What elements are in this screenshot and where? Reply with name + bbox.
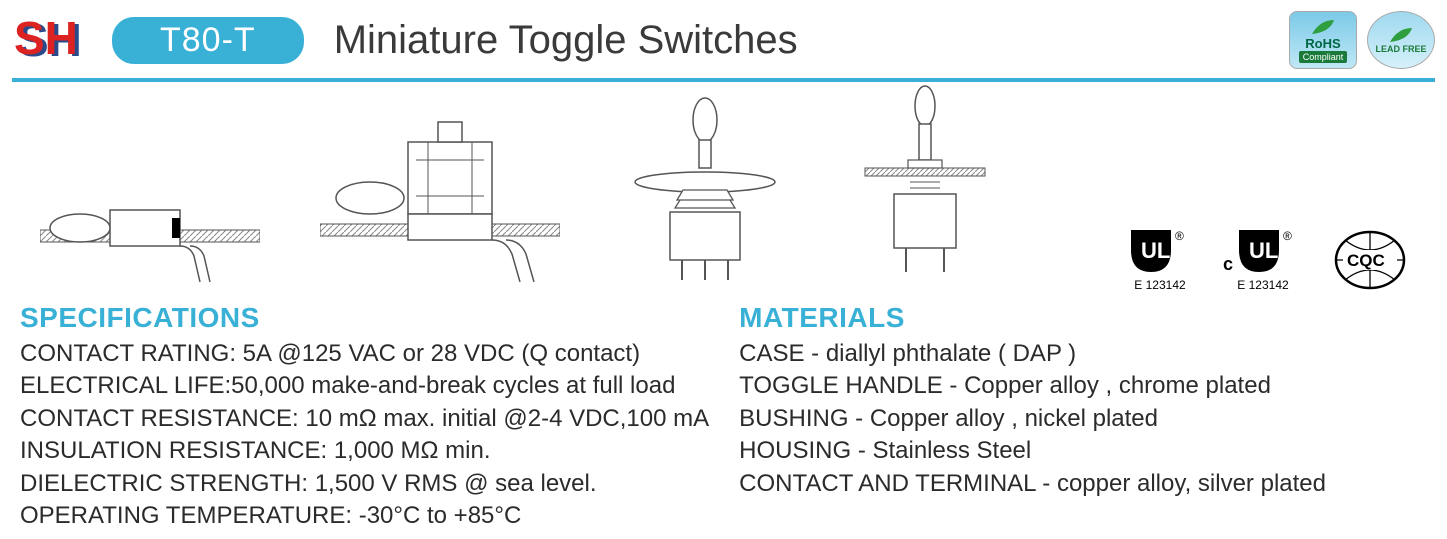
ul-cert: UL ® E 123142 (1127, 226, 1193, 292)
svg-text:®: ® (1283, 229, 1292, 243)
rohs-label: RoHS (1305, 36, 1340, 51)
materials-column: MATERIALS CASE - diallyl phthalate ( DAP… (739, 302, 1427, 532)
spec-line: OPERATING TEMPERATURE: -30°C to +85°C (20, 500, 709, 532)
cul-cert-number: E 123142 (1237, 278, 1288, 292)
diagrams-row: UL ® E 123142 c UL ® E 123142 CQC (0, 82, 1447, 282)
cqc-icon: CQC (1333, 228, 1407, 292)
compliance-badges: RoHS Compliant LEAD FREE (1289, 11, 1435, 69)
svg-text:c: c (1223, 254, 1233, 274)
material-line: HOUSING - Stainless Steel (739, 435, 1427, 467)
material-line: CONTACT AND TERMINAL - copper alloy, sil… (739, 468, 1427, 500)
svg-text:®: ® (1175, 229, 1184, 243)
switch-diagram-2 (320, 112, 560, 282)
brand-logo: SH SH (12, 12, 92, 68)
page-title: Miniature Toggle Switches (334, 18, 1289, 63)
rohs-sublabel: Compliant (1299, 51, 1348, 63)
switch-diagram-4 (850, 82, 1000, 282)
svg-text:UL: UL (1249, 238, 1278, 263)
switch-diagram-1 (40, 152, 260, 282)
spec-line: CONTACT RESISTANCE: 10 mΩ max. initial @… (20, 403, 709, 435)
model-code-pill: T80-T (112, 17, 304, 64)
leadfree-sublabel: LEAD FREE (1375, 44, 1426, 54)
leaf-icon (1388, 26, 1414, 44)
ul-icon: UL ® (1127, 226, 1193, 276)
svg-text:SH: SH (14, 12, 78, 64)
rohs-badge: RoHS Compliant (1289, 11, 1357, 69)
materials-heading: MATERIALS (739, 302, 1427, 334)
svg-text:UL: UL (1141, 238, 1170, 263)
header: SH SH T80-T Miniature Toggle Switches Ro… (0, 0, 1447, 72)
specifications-heading: SPECIFICATIONS (20, 302, 709, 334)
certification-row: UL ® E 123142 c UL ® E 123142 CQC (1127, 226, 1407, 292)
spec-line: ELECTRICAL LIFE:50,000 make-and-break cy… (20, 370, 709, 402)
material-line: TOGGLE HANDLE - Copper alloy , chrome pl… (739, 370, 1427, 402)
cul-icon: c UL ® (1223, 226, 1303, 276)
spec-line: INSULATION RESISTANCE: 1,000 MΩ min. (20, 435, 709, 467)
leaf-icon (1310, 18, 1336, 36)
material-line: CASE - diallyl phthalate ( DAP ) (739, 338, 1427, 370)
specifications-column: SPECIFICATIONS CONTACT RATING: 5A @125 V… (20, 302, 709, 532)
info-columns: SPECIFICATIONS CONTACT RATING: 5A @125 V… (0, 282, 1447, 532)
svg-text:CQC: CQC (1347, 251, 1385, 270)
leadfree-badge: LEAD FREE (1367, 11, 1435, 69)
spec-line: DIELECTRIC STRENGTH: 1,500 V RMS @ sea l… (20, 468, 709, 500)
cqc-cert: CQC (1333, 228, 1407, 292)
cul-cert: c UL ® E 123142 (1223, 226, 1303, 292)
switch-diagram-3 (620, 92, 790, 282)
spec-line: CONTACT RATING: 5A @125 VAC or 28 VDC (Q… (20, 338, 709, 370)
material-line: BUSHING - Copper alloy , nickel plated (739, 403, 1427, 435)
ul-cert-number: E 123142 (1134, 278, 1185, 292)
